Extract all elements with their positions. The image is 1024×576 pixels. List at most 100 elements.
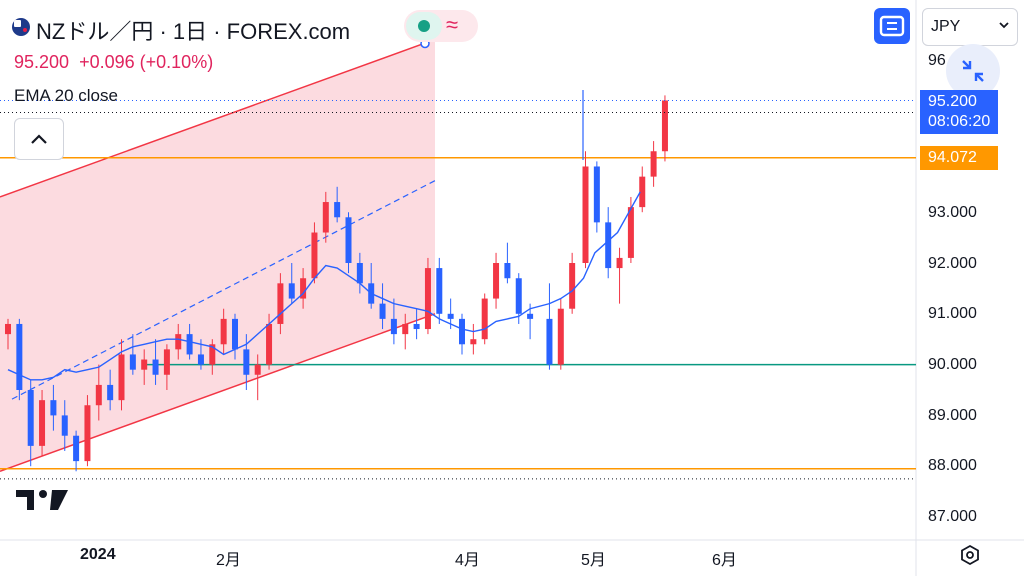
- price-tick-label: 91.000: [928, 305, 977, 322]
- currency-select[interactable]: JPY: [922, 8, 1018, 46]
- candle: [107, 369, 114, 411]
- candle-body: [569, 263, 576, 309]
- candle: [129, 334, 136, 375]
- candle: [73, 430, 80, 472]
- indicator-legend[interactable]: EMA 20 close: [14, 86, 118, 106]
- time-tick-label: 2024: [80, 546, 116, 563]
- candle-body: [277, 283, 284, 324]
- candle-body: [197, 354, 204, 365]
- price-change-pct: (+0.10%): [139, 52, 214, 72]
- horizontal-lines[interactable]: [0, 156, 916, 480]
- tradingview-logo[interactable]: [16, 488, 68, 512]
- candlestick-series: [5, 90, 668, 472]
- chevron-down-icon: [999, 22, 1009, 29]
- candle: [84, 395, 91, 467]
- candle-body: [504, 263, 511, 279]
- candle-body: [493, 263, 500, 299]
- approx-wave-icon: ≈: [446, 12, 459, 37]
- candle-body: [650, 151, 657, 177]
- candle-body: [232, 318, 238, 350]
- candle-body: [300, 278, 307, 299]
- candle-body: [311, 232, 318, 279]
- candle-body: [424, 268, 431, 330]
- ema-polyline: [7, 191, 641, 381]
- collapse-legend-button[interactable]: [14, 118, 64, 160]
- candle: [582, 151, 589, 269]
- candle-body: [582, 166, 589, 263]
- candle-body: [61, 415, 68, 436]
- candle-body: [605, 222, 612, 269]
- channel-upper-line: [0, 38, 436, 198]
- candle-body: [616, 257, 623, 269]
- bar-countdown: 08:06:20: [928, 113, 991, 130]
- candle-body: [152, 359, 159, 375]
- fullscreen-icon: [879, 15, 905, 37]
- candle-body: [459, 318, 465, 345]
- candle: [379, 283, 386, 330]
- candle-body: [527, 313, 534, 319]
- candle: [436, 257, 443, 324]
- candle-body: [141, 359, 148, 370]
- candle-body: [390, 318, 397, 335]
- candle-body: [5, 323, 11, 335]
- time-tick-label: 4月: [455, 552, 480, 569]
- candle: [16, 318, 23, 401]
- price-tick-label: 88.000: [928, 457, 977, 474]
- fullscreen-button[interactable]: [874, 8, 910, 44]
- price-tick-label: 90.000: [928, 356, 977, 373]
- candle-body: [334, 202, 341, 218]
- channel-fill: [0, 39, 435, 472]
- shrink-button[interactable]: [946, 44, 1000, 98]
- gear-icon: [961, 544, 979, 566]
- candle-body: [27, 390, 34, 446]
- candle: [493, 252, 500, 309]
- price-tick-label: 96: [928, 52, 946, 69]
- channel-lower-line: [0, 313, 436, 472]
- ema-line: [7, 191, 641, 381]
- candle: [220, 308, 227, 355]
- chevron-up-icon: [31, 134, 47, 144]
- candle-body: [413, 323, 420, 330]
- candle-body: [16, 323, 23, 390]
- candle: [504, 242, 511, 284]
- candle-body: [447, 313, 454, 319]
- parallel-channel[interactable]: [0, 38, 436, 472]
- candle: [141, 349, 148, 385]
- candle-body: [243, 349, 250, 375]
- candle-body: [515, 278, 522, 314]
- candle-body: [436, 268, 443, 314]
- price-change: +0.096: [79, 52, 135, 72]
- candle: [118, 339, 125, 411]
- candle: [209, 339, 216, 375]
- chart-settings-button[interactable]: [958, 543, 982, 567]
- candle: [322, 191, 329, 243]
- candle: [639, 166, 646, 213]
- candle-body: [254, 364, 261, 375]
- candle-body: [84, 405, 91, 462]
- candle-body: [481, 298, 488, 340]
- candle-body: [345, 217, 352, 263]
- candle-body: [39, 400, 46, 446]
- nz-flag-icon: [12, 18, 30, 36]
- candle: [152, 339, 159, 385]
- candle: [288, 263, 295, 304]
- price-tick-label: 93.000: [928, 204, 977, 221]
- candle-body: [379, 303, 386, 319]
- candle: [557, 298, 564, 370]
- candle: [95, 364, 102, 421]
- candle: [277, 273, 284, 335]
- candle: [390, 298, 397, 345]
- candle: [481, 293, 488, 345]
- candle: [627, 196, 634, 263]
- candle: [413, 308, 420, 340]
- candle-body: [593, 166, 600, 223]
- time-tick-label: 2月: [216, 552, 241, 569]
- symbol-title[interactable]: NZドル／円 · 1日 · FOREX.com: [36, 19, 351, 44]
- candle-body: [73, 435, 80, 462]
- market-open-dot-icon: [418, 20, 430, 32]
- candle: [232, 313, 238, 360]
- candle: [300, 268, 307, 309]
- candle: [356, 252, 363, 294]
- price-tick-label: 87.000: [928, 508, 977, 525]
